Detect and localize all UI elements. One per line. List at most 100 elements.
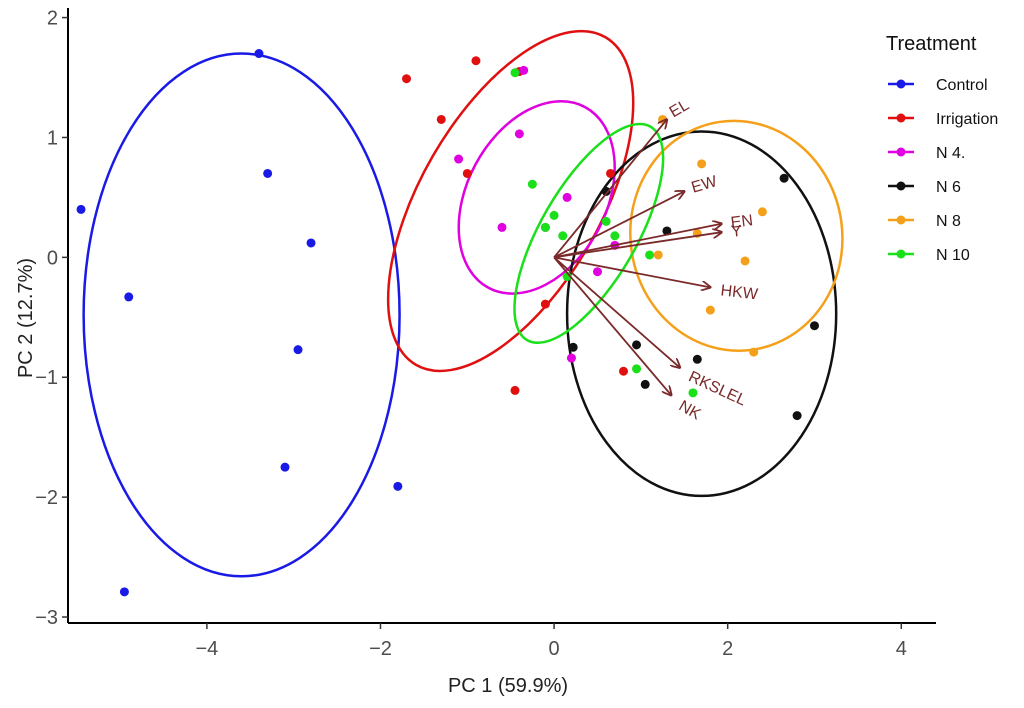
point-n-4 [592, 267, 602, 277]
point-n-10 [632, 364, 642, 374]
point-irrigation [462, 168, 472, 178]
point-n-4 [514, 129, 524, 139]
y-axis-ticks: −3 −2 −1 0 1 2 [35, 8, 68, 629]
point-n-8 [653, 250, 663, 260]
legend-label: N 6 [936, 179, 961, 196]
point-n-8 [757, 207, 767, 217]
ellipse-n-10 [513, 122, 665, 345]
point-control [263, 168, 273, 178]
point-irrigation [402, 74, 412, 84]
point-n-8 [697, 159, 707, 169]
point-control [124, 292, 134, 302]
legend-item-control: Control [888, 77, 988, 94]
point-irrigation [471, 56, 481, 66]
y-tick-label: −2 [35, 487, 58, 509]
x-axis-ticks: −4 −2 0 2 4 [195, 623, 907, 660]
point-n-10 [610, 231, 620, 241]
loading-label-el: EL [667, 97, 693, 122]
x-tick-label: −2 [369, 638, 392, 660]
point-n-6 [601, 186, 611, 196]
loading-arrow-el [553, 119, 667, 258]
x-tick-label: −4 [195, 638, 218, 660]
legend-key-dot [896, 215, 906, 225]
point-n-8 [658, 114, 668, 124]
point-n-8 [740, 256, 750, 266]
point-control [76, 204, 86, 214]
legend-key-dot [896, 147, 906, 157]
loading-arrow-en [553, 224, 722, 259]
legend-label: Control [936, 77, 988, 94]
point-n-10 [527, 179, 537, 189]
ellipse-n-6 [565, 130, 838, 498]
point-n-6 [809, 321, 819, 331]
loading-arrow-hkw [553, 256, 710, 287]
legend-label: N 8 [936, 213, 961, 230]
point-n-10 [540, 222, 550, 232]
y-axis-title: PC 2 (12.7%) [15, 258, 37, 378]
loading-label-y: Y [730, 223, 742, 241]
point-control [306, 238, 316, 248]
point-n-6 [779, 173, 789, 183]
legend: Treatment Control Irrigation N 4. N 6 N 8 N 1… [886, 33, 998, 264]
point-n-4 [566, 353, 576, 363]
x-axis-title: PC 1 (59.9%) [448, 675, 568, 697]
legend-key-dot [896, 79, 906, 89]
point-n-10 [645, 250, 655, 260]
legend-key-dot [896, 113, 906, 123]
point-control [280, 462, 290, 472]
loading-label-hkw: HKW [720, 282, 760, 303]
loading-arrow-y [553, 232, 722, 259]
point-control [393, 481, 403, 491]
point-n-10 [549, 210, 559, 220]
loading-arrow-ew [553, 191, 684, 259]
point-control [119, 587, 129, 597]
point-irrigation [436, 114, 446, 124]
legend-item-n-4: N 4. [888, 145, 965, 162]
point-irrigation [510, 385, 520, 395]
point-irrigation [606, 168, 615, 178]
x-tick-label: 0 [549, 638, 560, 660]
y-tick-label: 2 [47, 8, 58, 30]
y-tick-label: 0 [47, 247, 58, 269]
point-n-6 [632, 340, 642, 350]
point-n-6 [662, 226, 672, 236]
legend-item-n-10: N 10 [888, 247, 970, 264]
point-irrigation [619, 366, 629, 376]
legend-label: N 10 [936, 247, 970, 264]
point-n-4 [497, 222, 507, 232]
point-n-10 [601, 216, 611, 226]
y-tick-label: −1 [35, 367, 58, 389]
point-n-6 [640, 379, 650, 389]
point-n-6 [792, 411, 802, 421]
y-tick-label: −3 [35, 607, 58, 629]
legend-label: N 4. [936, 145, 965, 162]
y-tick-label: 1 [47, 127, 58, 149]
legend-item-n-8: N 8 [888, 213, 961, 230]
point-n-8 [705, 305, 715, 315]
loading-arrow-rkslel [553, 256, 680, 367]
point-irrigation [540, 299, 550, 309]
point-n-8 [749, 347, 759, 357]
loading-label-en: EN [730, 212, 754, 232]
loading-arrow-nk [553, 256, 671, 395]
legend-key-dot [896, 181, 906, 191]
legend-label: Irrigation [936, 111, 998, 128]
point-n-4 [519, 65, 529, 75]
point-n-10 [688, 388, 698, 398]
point-control [293, 345, 303, 355]
loading-label-ew: EW [690, 173, 720, 197]
x-tick-label: 2 [722, 638, 733, 660]
loading-label-nk: NK [676, 398, 704, 424]
point-n-4 [454, 154, 464, 164]
legend-key-dot [896, 249, 906, 259]
legend-item-irrigation: Irrigation [888, 111, 998, 128]
point-n-4 [562, 192, 572, 202]
point-n-6 [568, 342, 578, 352]
ellipse-control [82, 52, 401, 578]
legend-item-n-6: N 6 [888, 179, 961, 196]
point-n-10 [558, 231, 568, 241]
ellipse-n-4 [457, 100, 616, 295]
x-tick-label: 4 [896, 638, 907, 660]
